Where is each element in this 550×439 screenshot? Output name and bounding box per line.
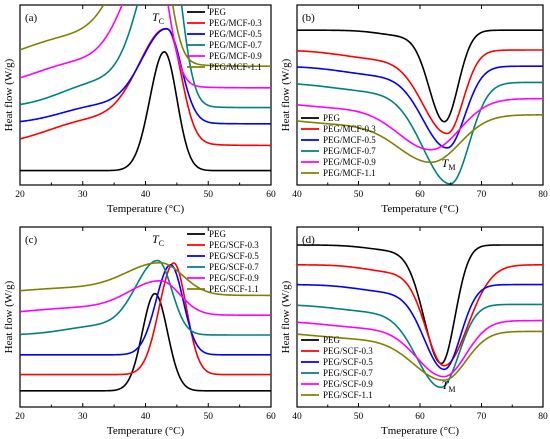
peak-annotation: TC <box>152 232 164 248</box>
legend-label: PEG/MCF-0.3 <box>209 18 262 28</box>
panel-label: (b) <box>302 12 315 24</box>
legend-label: PEG <box>209 229 227 239</box>
x-tick-label: 80 <box>538 190 548 200</box>
legend-label: PEG/MCF-0.5 <box>323 135 376 145</box>
x-tick-label: 60 <box>415 412 425 422</box>
legend-label: PEG/SCF-0.7 <box>209 262 259 272</box>
x-tick-label: 70 <box>477 190 487 200</box>
legend-label: PEG/SCF-0.7 <box>323 368 373 378</box>
x-tick-label: 40 <box>292 412 302 422</box>
x-tick-label: 40 <box>141 190 151 200</box>
y-axis-label: Heat flow (W/g) <box>280 280 292 353</box>
legend-label: PEG/MCF-1.1 <box>323 168 376 178</box>
legend-label: PEG/SCF-0.5 <box>323 357 373 367</box>
legend-label: PEG/MCF-0.7 <box>209 40 262 50</box>
peak-annotation: TM <box>442 156 456 172</box>
series-line-3 <box>20 5 271 109</box>
legend-label: PEG/SCF-0.5 <box>209 251 259 261</box>
panel-a: 20 30 40 50 60 Temperature (°C) Heat flow (W/g… <box>3 4 276 215</box>
panel-label: (a) <box>25 12 38 24</box>
series-line-3 <box>297 303 543 389</box>
legend-label: PEG/MCF-0.7 <box>323 146 376 156</box>
series-line-0 <box>297 244 543 365</box>
x-tick-label: 50 <box>204 412 214 422</box>
x-tick-label: 30 <box>78 412 88 422</box>
series-line-2 <box>297 65 543 149</box>
legend: PEGPEG/MCF-0.3PEG/MCF-0.5PEG/MCF-0.7PEG/… <box>187 7 262 72</box>
series-line-5 <box>297 114 543 164</box>
curves <box>297 29 543 185</box>
legend-label: PEG/SCF-0.3 <box>323 346 373 356</box>
legend-label: PEG/MCF-0.9 <box>323 157 376 167</box>
series-line-2 <box>297 283 543 371</box>
x-tick-label: 40 <box>292 190 302 200</box>
panel-label: (d) <box>302 234 315 246</box>
series-line-5 <box>297 330 543 381</box>
series-line-4 <box>20 280 271 316</box>
y-axis-label: Heat flow (W/g) <box>3 280 15 353</box>
legend-label: PEG <box>323 113 341 123</box>
legend-label: PEG/MCF-0.3 <box>323 124 376 134</box>
legend-label: PEG/SCF-0.3 <box>209 240 259 250</box>
x-tick-label: 50 <box>354 412 364 422</box>
x-tick-label: 50 <box>354 190 364 200</box>
series-line-5 <box>20 262 271 297</box>
legend-label: PEG/SCF-0.9 <box>323 379 373 389</box>
legend-label: PEG/SCF-1.1 <box>323 390 373 400</box>
x-axis-label: Temperature (°C) <box>107 203 185 215</box>
legend-label: PEG <box>323 335 341 345</box>
panel-c: 20 30 40 50 60 Temperature (°C) Heat flow (W/g… <box>3 226 276 437</box>
legend: PEGPEG/MCF-0.3PEG/MCF-0.5PEG/MCF-0.7PEG/… <box>301 113 376 178</box>
y-axis-label: Heat flow (W/g) <box>280 58 292 131</box>
series-line-0 <box>297 29 543 123</box>
x-axis-label: Temperature (°C) <box>381 203 459 215</box>
panel-b: 40 50 60 70 80 Temperature (°C) Heat flow (W/g… <box>280 4 548 215</box>
series-line-1 <box>297 49 543 135</box>
panel-label: (c) <box>25 234 38 246</box>
peak-annotation-sub: C <box>159 239 164 248</box>
legend-label: PEG/SCF-1.1 <box>209 284 259 294</box>
legend: PEGPEG/SCF-0.3PEG/SCF-0.5PEG/SCF-0.7PEG/… <box>187 229 259 294</box>
series-line-4 <box>20 5 271 89</box>
legend-label: PEG/MCF-1.1 <box>209 62 262 72</box>
y-axis-label: Heat flow (W/g) <box>3 58 15 131</box>
series-line-4 <box>297 97 543 151</box>
series-line-2 <box>20 263 271 356</box>
series-line-1 <box>297 264 543 367</box>
curves <box>297 244 543 389</box>
x-axis-label: Temperature (°C) <box>107 425 185 437</box>
x-tick-label: 80 <box>538 412 548 422</box>
curves <box>20 5 271 172</box>
legend-label: PEG/MCF-0.9 <box>209 51 262 61</box>
legend-label: PEG/MCF-0.5 <box>209 29 262 39</box>
curves <box>20 259 271 392</box>
series-line-5 <box>20 5 271 67</box>
x-tick-label: 70 <box>477 412 487 422</box>
legend: PEGPEG/SCF-0.3PEG/SCF-0.5PEG/SCF-0.7PEG/… <box>301 335 373 400</box>
panel-d: 40 50 60 70 80 Tmeperature (°C) Heat flow (W/g… <box>280 226 548 437</box>
series-line-0 <box>20 292 271 392</box>
x-tick-label: 30 <box>78 190 88 200</box>
x-tick-label: 20 <box>15 190 25 200</box>
series-line-3 <box>20 259 271 336</box>
x-tick-label: 60 <box>266 190 276 200</box>
legend-label: PEG <box>209 7 227 17</box>
peak-annotation-sub: M <box>448 385 455 394</box>
x-tick-label: 20 <box>15 412 25 422</box>
legend-label: PEG/SCF-0.9 <box>209 273 259 283</box>
series-line-2 <box>20 28 271 125</box>
series-line-1 <box>20 262 271 376</box>
series-line-0 <box>20 50 271 172</box>
x-axis-label: Tmeperature (°C) <box>381 425 459 437</box>
x-tick-label: 50 <box>204 190 214 200</box>
peak-annotation-sub: M <box>448 163 455 172</box>
series-line-4 <box>297 319 543 378</box>
x-tick-label: 40 <box>141 412 151 422</box>
series-line-3 <box>297 81 543 185</box>
x-tick-label: 60 <box>415 190 425 200</box>
x-tick-label: 60 <box>266 412 276 422</box>
peak-annotation-sub: C <box>159 17 164 26</box>
peak-annotation: TC <box>152 10 164 26</box>
